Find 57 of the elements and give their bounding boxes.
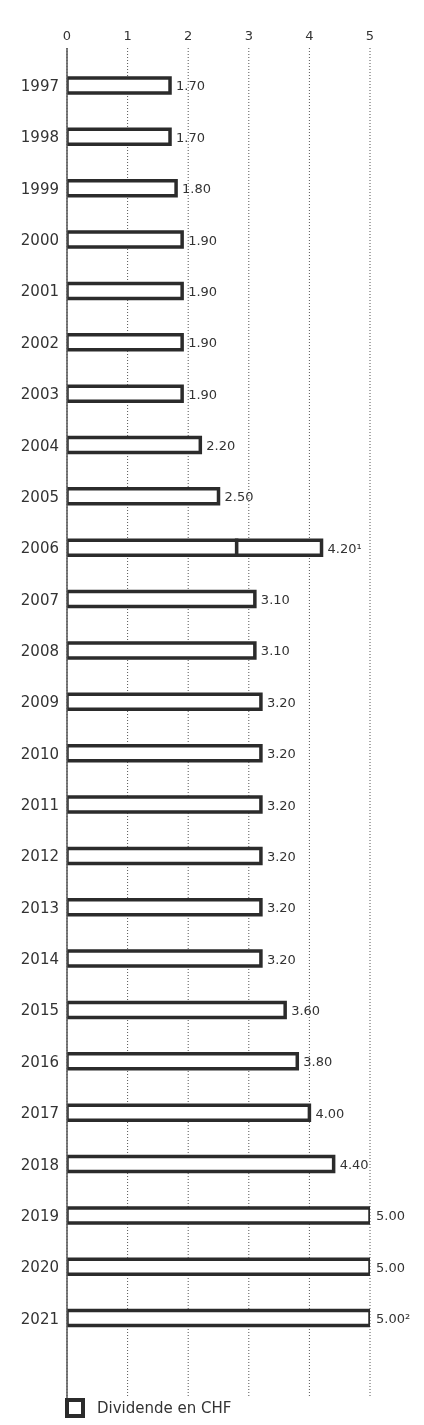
data-label: 2.50 xyxy=(224,489,254,505)
data-label: 1.90 xyxy=(188,386,218,402)
data-label: 3.20 xyxy=(266,746,296,762)
y-tick-label: 2019 xyxy=(20,1206,59,1225)
y-tick-label: 2007 xyxy=(20,590,59,609)
y-tick-label: 2000 xyxy=(20,231,59,250)
data-label: 3.60 xyxy=(291,1002,321,1018)
y-tick-label: 2010 xyxy=(20,744,59,763)
data-label: 1.90 xyxy=(188,232,218,248)
y-tick-label: 2017 xyxy=(20,1104,59,1123)
x-tick-label: 0 xyxy=(62,28,72,43)
y-tick-label: 2014 xyxy=(20,950,59,969)
data-label: 3.20 xyxy=(266,900,296,916)
y-tick-label: 2011 xyxy=(20,796,59,815)
y-tick-label: 2009 xyxy=(20,693,59,712)
y-tick-label: 2021 xyxy=(20,1309,59,1328)
data-label: 1.90 xyxy=(188,335,218,351)
x-tick-label: 1 xyxy=(123,28,132,43)
data-label: 1.90 xyxy=(188,283,218,299)
y-tick-label: 2012 xyxy=(20,847,59,866)
data-label: 3.10 xyxy=(260,643,290,659)
data-label: 5.00 xyxy=(376,1208,405,1224)
y-tick-label: 2008 xyxy=(20,641,59,660)
y-tick-label: 2004 xyxy=(20,436,59,455)
data-label: 3.20 xyxy=(266,797,296,813)
data-label: 1.70 xyxy=(176,129,205,145)
y-tick-label: 2013 xyxy=(20,898,59,917)
x-tick-label: 4 xyxy=(305,28,314,43)
y-tick-label: 2020 xyxy=(20,1258,59,1277)
y-tick-label: 2001 xyxy=(20,282,59,301)
data-label: 4.00 xyxy=(315,1105,345,1121)
data-label: 1.80 xyxy=(182,181,212,197)
data-label: 3.10 xyxy=(260,592,290,608)
y-tick-label: 2018 xyxy=(20,1155,59,1174)
data-label: 3.20 xyxy=(266,694,296,710)
y-tick-label: 2015 xyxy=(20,1001,59,1020)
x-tick-label: 5 xyxy=(365,28,375,43)
y-tick-label: 2003 xyxy=(20,385,59,404)
legend-label: Dividende en CHF xyxy=(97,1399,232,1417)
x-tick-label: 3 xyxy=(244,28,253,43)
total-label: 4.20¹ xyxy=(327,540,362,556)
data-label: 5.00² xyxy=(376,1311,411,1327)
data-label: 3.20 xyxy=(266,951,296,967)
data-label: 1.70 xyxy=(176,78,205,94)
data-label: 2.20 xyxy=(206,438,236,453)
y-tick-label: 2016 xyxy=(20,1052,59,1071)
y-tick-label: 2006 xyxy=(20,539,59,558)
y-tick-label: 1999 xyxy=(20,179,59,198)
y-tick-label: 2002 xyxy=(20,333,59,352)
data-label: 5.00 xyxy=(376,1259,405,1275)
y-tick-label: 1997 xyxy=(20,77,59,95)
x-tick-label: 2 xyxy=(184,28,193,43)
data-label: 4.40 xyxy=(339,1157,369,1173)
y-tick-label: 2005 xyxy=(20,487,59,506)
y-tick-label: 1998 xyxy=(20,128,59,147)
data-label: 3.80 xyxy=(303,1054,333,1070)
data-label: 3.20 xyxy=(266,848,296,864)
